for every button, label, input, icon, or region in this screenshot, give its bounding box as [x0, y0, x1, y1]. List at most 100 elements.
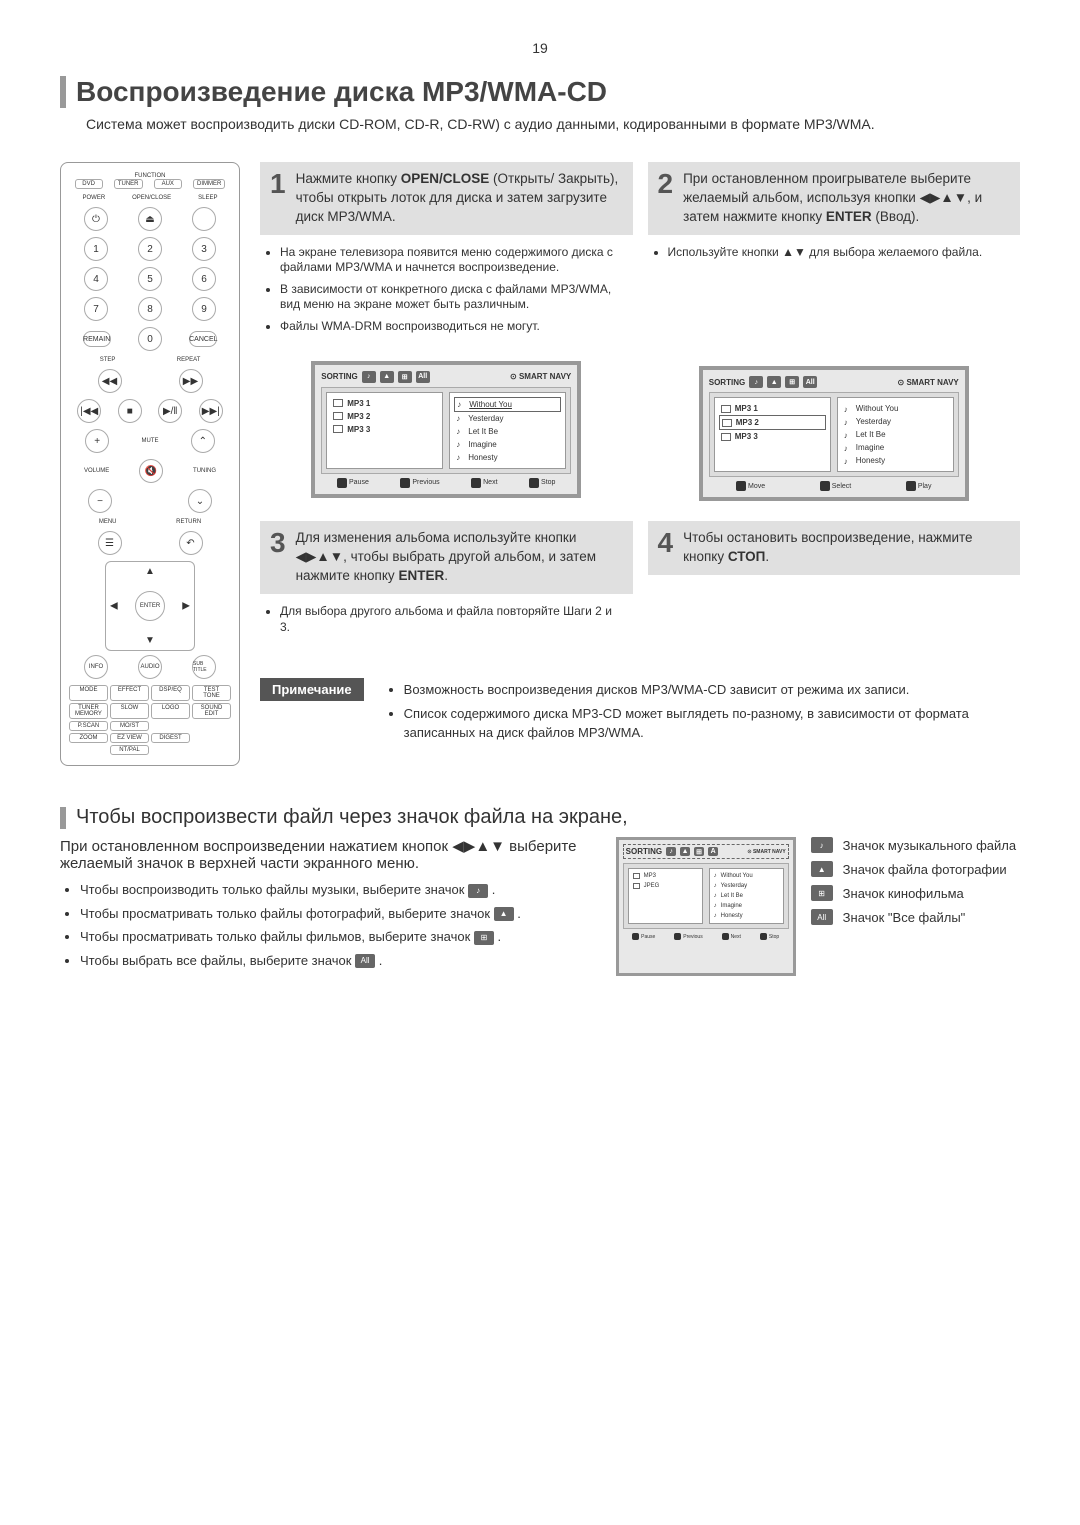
subtitle: Система может воспроизводить диски CD-RO…	[86, 116, 1020, 132]
remain-btn: REMAIN	[83, 331, 111, 347]
bullet: Используйте кнопки ▲▼ для выбора желаемо…	[668, 245, 1011, 261]
volume-label: VOLUME	[84, 468, 109, 474]
step-text: Нажмите кнопку OPEN/CLOSE (Открыть/ Закр…	[296, 170, 623, 227]
rew-btn: ◀◀	[98, 369, 122, 393]
return-btn: ↶	[179, 531, 203, 555]
page-title: Воспроизведение диска MP3/WMA-CD	[76, 76, 607, 108]
audio-btn: AUDIO	[138, 655, 162, 679]
remote-label: SLEEP	[198, 195, 217, 201]
remote-label: STEP	[100, 357, 116, 363]
num-btn: 3	[192, 237, 216, 261]
num-btn: 6	[192, 267, 216, 291]
bullet: В зависимости от конкретного диска с фай…	[280, 282, 623, 313]
step-num: 1	[270, 170, 286, 227]
play-btn: ▶/‖	[158, 399, 182, 423]
num-btn: 1	[84, 237, 108, 261]
all-icon: All	[811, 909, 833, 925]
movie-icon: ⊞	[811, 885, 833, 901]
remote-label: POWER	[82, 195, 105, 201]
step-text: При остановленном проигрывателе выберите…	[683, 170, 1010, 227]
sub-bullet: Чтобы просматривать только файлы фотогра…	[80, 906, 586, 922]
bullet: Файлы WMA-DRM воспроизводиться не могут.	[280, 319, 623, 335]
step-1: 1 Нажмите кнопку OPEN/CLOSE (Открыть/ За…	[260, 162, 633, 511]
remote-btn: LOGO	[151, 703, 190, 719]
note-bullet: Возможность воспроизведения дисков MP3/W…	[404, 681, 1020, 699]
step-3: 3 Для изменения альбома используйте кноп…	[260, 521, 633, 651]
remote-btn: DIGEST	[151, 733, 190, 743]
remote-diagram: FUNCTION DVD TUNER AUX DIMMER POWER OPEN…	[60, 162, 240, 766]
remote-btn: P.SCAN	[69, 721, 108, 731]
remote-btn: TUNER	[114, 179, 143, 189]
mute-label: MUTE	[141, 438, 158, 444]
remote-btn: SLOW	[110, 703, 149, 719]
prev-btn: |◀◀	[77, 399, 101, 423]
mini-screen: SORTING ♪▲⊞A ⊙ SMART NAVY MP3 JPEG ♪With…	[616, 837, 796, 976]
stop-btn: ■	[118, 399, 142, 423]
sub-bullet: Чтобы выбрать все файлы, выберите значок…	[80, 953, 586, 969]
info-btn: INFO	[84, 655, 108, 679]
all-icon: All	[355, 954, 375, 968]
menu-label: MENU	[99, 519, 117, 525]
next-btn: ▶▶|	[199, 399, 223, 423]
num-btn: 8	[138, 297, 162, 321]
num-btn: 2	[138, 237, 162, 261]
mute-btn: 🔇	[139, 459, 163, 483]
remote-btn: DSP/EQ	[151, 685, 190, 701]
title-bar: Воспроизведение диска MP3/WMA-CD	[60, 76, 1020, 108]
tv-screen-1: SORTING ♪▲⊞All ⊙ SMART NAVY MP3 1 MP3 2 …	[311, 361, 581, 498]
num-btn: 7	[84, 297, 108, 321]
num-btn: 0	[138, 327, 162, 351]
remote-btn: ZOOM	[69, 733, 108, 743]
step-num: 4	[658, 529, 674, 567]
remote-btn: EZ VIEW	[110, 733, 149, 743]
note-box: Примечание Возможность воспроизведения д…	[260, 681, 1020, 748]
enter-btn: ENTER	[135, 591, 165, 621]
remote-btn: DIMMER	[193, 179, 225, 189]
cancel-btn: CANCEL	[189, 331, 217, 347]
remote-btn: TEST TONE	[192, 685, 231, 701]
return-label: RETURN	[176, 519, 201, 525]
vol-dn-btn: −	[88, 489, 112, 513]
remote-btn: MO/ST	[110, 721, 149, 731]
photo-icon: ▲	[494, 907, 514, 921]
remote-btn: TUNER MEMORY	[69, 703, 108, 719]
note-bullet: Список содержимого диска MP3-CD может вы…	[404, 705, 1020, 741]
step-num: 2	[658, 170, 674, 227]
tune-dn-btn: ⌄	[188, 489, 212, 513]
title-accent	[60, 76, 66, 108]
remote-btn: EFFECT	[110, 685, 149, 701]
tv-screen-2: SORTING ♪▲⊞All ⊙ SMART NAVY MP3 1 MP3 2 …	[699, 366, 969, 501]
remote-btn: NT/PAL	[110, 745, 149, 755]
remote-btn: AUX	[154, 179, 182, 189]
step-text: Чтобы остановить воспроизведение, нажмит…	[683, 529, 1010, 567]
step-4: 4 Чтобы остановить воспроизведение, нажм…	[648, 521, 1021, 651]
tuning-label: TUNING	[193, 468, 216, 474]
vol-up-btn: +	[85, 429, 109, 453]
subsection-title: Чтобы воспроизвести файл через значок фа…	[76, 806, 628, 829]
eject-btn: ⏏	[138, 207, 162, 231]
note-label: Примечание	[260, 678, 364, 701]
remote-label: OPEN/CLOSE	[132, 195, 171, 201]
movie-icon: ⊞	[474, 931, 494, 945]
remote-label: REPEAT	[177, 357, 201, 363]
sub-bullet: Чтобы просматривать только файлы фильмов…	[80, 929, 586, 945]
subtitle-btn: SUB TITLE	[192, 655, 216, 679]
num-btn: 5	[138, 267, 162, 291]
step-text: Для изменения альбома используйте кнопки…	[296, 529, 623, 586]
music-icon: ♪	[811, 837, 833, 853]
menu-btn: ☰	[98, 531, 122, 555]
bullet: На экране телевизора появится меню содер…	[280, 245, 623, 276]
bullet: Для выбора другого альбома и файла повто…	[280, 604, 623, 635]
num-btn: 4	[84, 267, 108, 291]
music-icon: ♪	[468, 884, 488, 898]
photo-icon: ▲	[811, 861, 833, 877]
remote-btn: SOUND EDIT	[192, 703, 231, 719]
step-num: 3	[270, 529, 286, 586]
sleep-btn	[192, 207, 216, 231]
ff-btn: ▶▶	[179, 369, 203, 393]
power-btn: ⏻	[84, 207, 108, 231]
page-number: 19	[60, 40, 1020, 56]
remote-btn: MODE	[69, 685, 108, 701]
sub-intro: При остановленном воспроизведении нажати…	[60, 837, 586, 872]
tune-up-btn: ⌃	[191, 429, 215, 453]
